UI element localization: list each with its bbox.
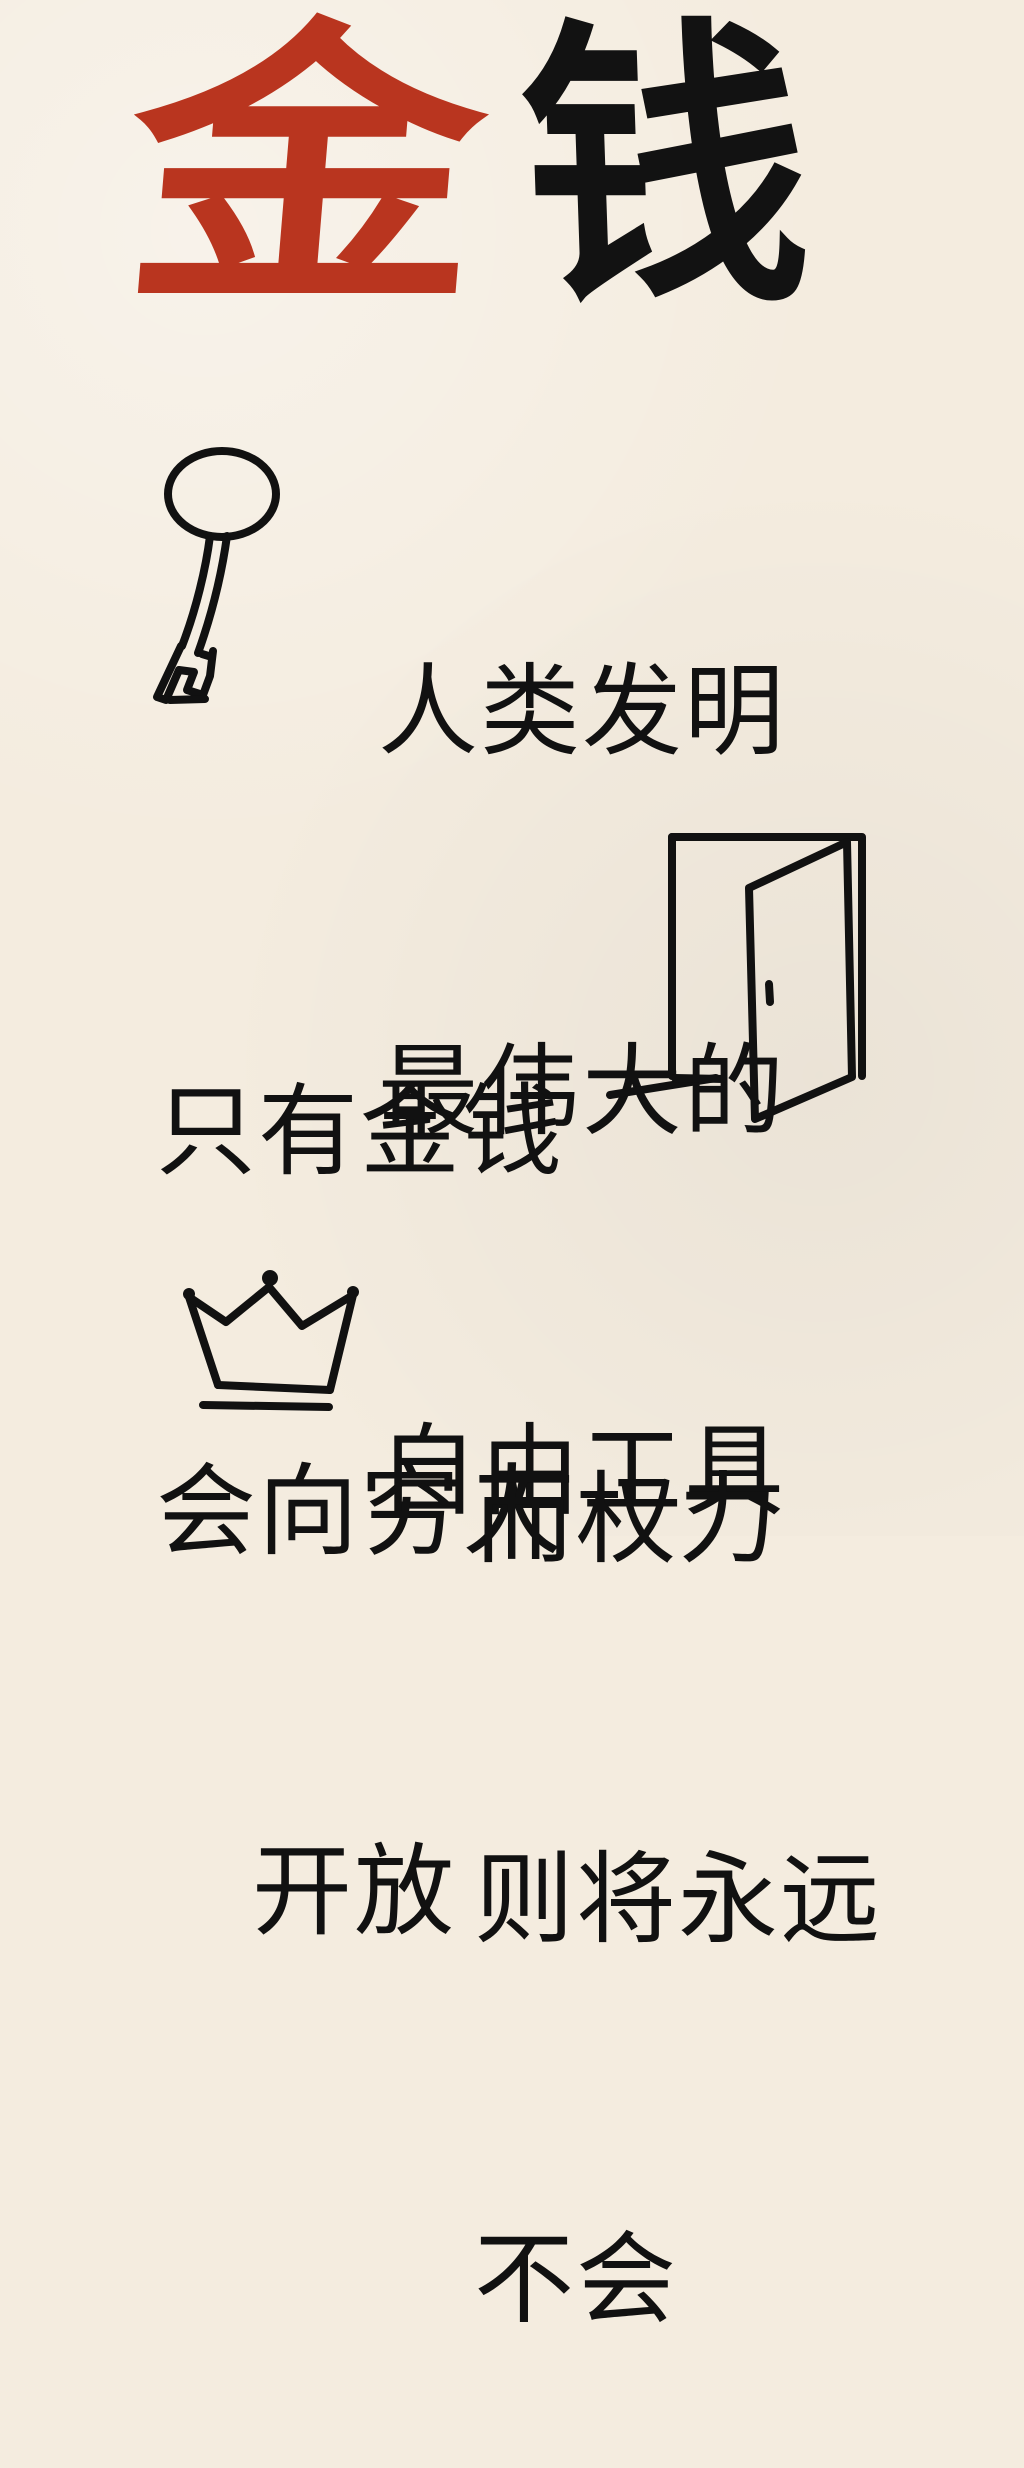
block-1-line-2: 最伟大的 [378,1033,786,1150]
block-3-line-3: 不会 [474,2221,678,2338]
door-icon [604,818,886,1134]
block-3-line-1: 而权力 [474,1461,780,1578]
block-2-line-1: 只有金钱 [156,1073,564,1190]
block-1: 人类发明 最伟大的 自由工具 [378,392,808,1660]
block-1-line-3: 自由工具 [378,1413,786,1530]
block-3: 而权力 则将永远 不会 [474,1200,882,2468]
block-3-line-2: 则将永远 [474,1841,882,1958]
paper-background [0,0,1024,1536]
title-char-qian: 钱 [515,0,815,344]
key-icon [126,447,298,713]
block-1-line-1: 人类发明 [378,653,786,770]
crown-icon [172,1264,370,1424]
